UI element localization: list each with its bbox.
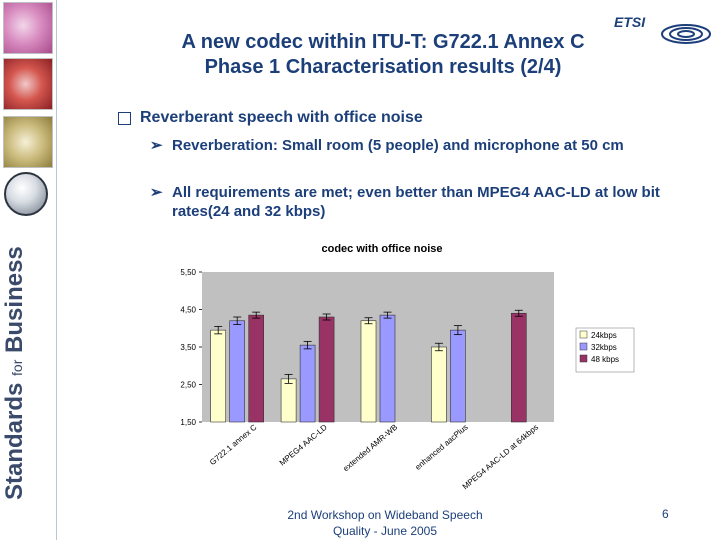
sub-bullet-1-text: Reverberation: Small room (5 people) and…: [172, 137, 624, 154]
bar: [510, 312, 527, 423]
legend-label: 48 kbps: [591, 355, 619, 364]
y-tick-label: 5,50: [180, 268, 196, 277]
checkbox-bullet-icon: [118, 112, 131, 125]
bar: [280, 378, 297, 423]
x-tick-label: MPEG4 AAC-LD at 64kbps: [461, 423, 540, 492]
legend-swatch: [579, 342, 588, 351]
slide-title-line-1: A new codec within ITU-T: G722.1 Annex C: [181, 31, 585, 53]
sidebar-image-3: [3, 116, 53, 168]
legend-label: 32kbps: [591, 343, 617, 352]
page-number: 6: [662, 507, 669, 521]
bullet-main: Reverberant speech with office noise: [140, 109, 423, 126]
slide-title: A new codec within ITU-T: G722.1 Annex C…: [88, 30, 678, 80]
bar: [229, 320, 245, 423]
bar: [360, 320, 377, 423]
chart-title: codec with office noise: [321, 243, 442, 255]
footer: 2nd Workshop on Wideband Speech Quality …: [270, 507, 500, 539]
legend-swatch: [579, 354, 588, 363]
brand-word-2: Business: [1, 246, 28, 353]
sub-bullet-2-text: All requirements are met; even better th…: [172, 184, 660, 220]
etsi-logo-text: ETSI: [614, 14, 646, 30]
y-tick-label: 3,50: [180, 343, 196, 352]
legend-label: 24kbps: [591, 331, 617, 340]
x-tick-label: enhanced aacPlus: [413, 423, 469, 472]
brand-word-small: for: [9, 359, 25, 376]
bar: [299, 344, 316, 423]
bar: [450, 329, 466, 423]
brand-word-1: Standards: [1, 382, 28, 500]
bar: [379, 314, 396, 423]
brand-tagline: Standards for Business: [1, 246, 29, 500]
bar-chart: codec with office noise 5,50 4,50 3,50 2,50…: [180, 243, 635, 492]
y-tick-label: 1,50: [180, 418, 196, 427]
bar: [431, 346, 447, 423]
x-tick-label: G722.1 annex C: [208, 422, 259, 466]
x-tick-label: MPEG4 AAC-LD: [278, 423, 329, 468]
y-tick-label: 2,50: [180, 381, 196, 390]
sidebar-image-1: [3, 2, 53, 54]
y-tick-label: 4,50: [180, 306, 196, 315]
arrow-bullet-icon: ➢: [150, 184, 163, 201]
bar: [210, 329, 227, 423]
brand-sidebar: Standards for Business: [0, 0, 57, 540]
etsi-logo-icon: [661, 24, 711, 44]
bar: [248, 314, 264, 423]
footer-line-1: 2nd Workshop on Wideband Speech: [287, 508, 483, 522]
bar: [318, 316, 335, 423]
arrow-bullet-icon: ➢: [150, 137, 163, 154]
legend-swatch: [579, 330, 588, 339]
x-tick-label: extended AMR-WB: [341, 423, 399, 474]
sidebar-image-2: [3, 58, 53, 110]
slide-title-line-2: Phase 1 Characterisation results (2/4): [204, 56, 562, 78]
sub-bullet-2: ➢ All requirements are met; even better …: [150, 183, 670, 223]
sub-bullet-1: ➢ Reverberation: Small room (5 people) a…: [150, 136, 670, 176]
footer-line-2: Quality - June 2005: [332, 524, 438, 538]
globe-icon: [4, 172, 48, 216]
